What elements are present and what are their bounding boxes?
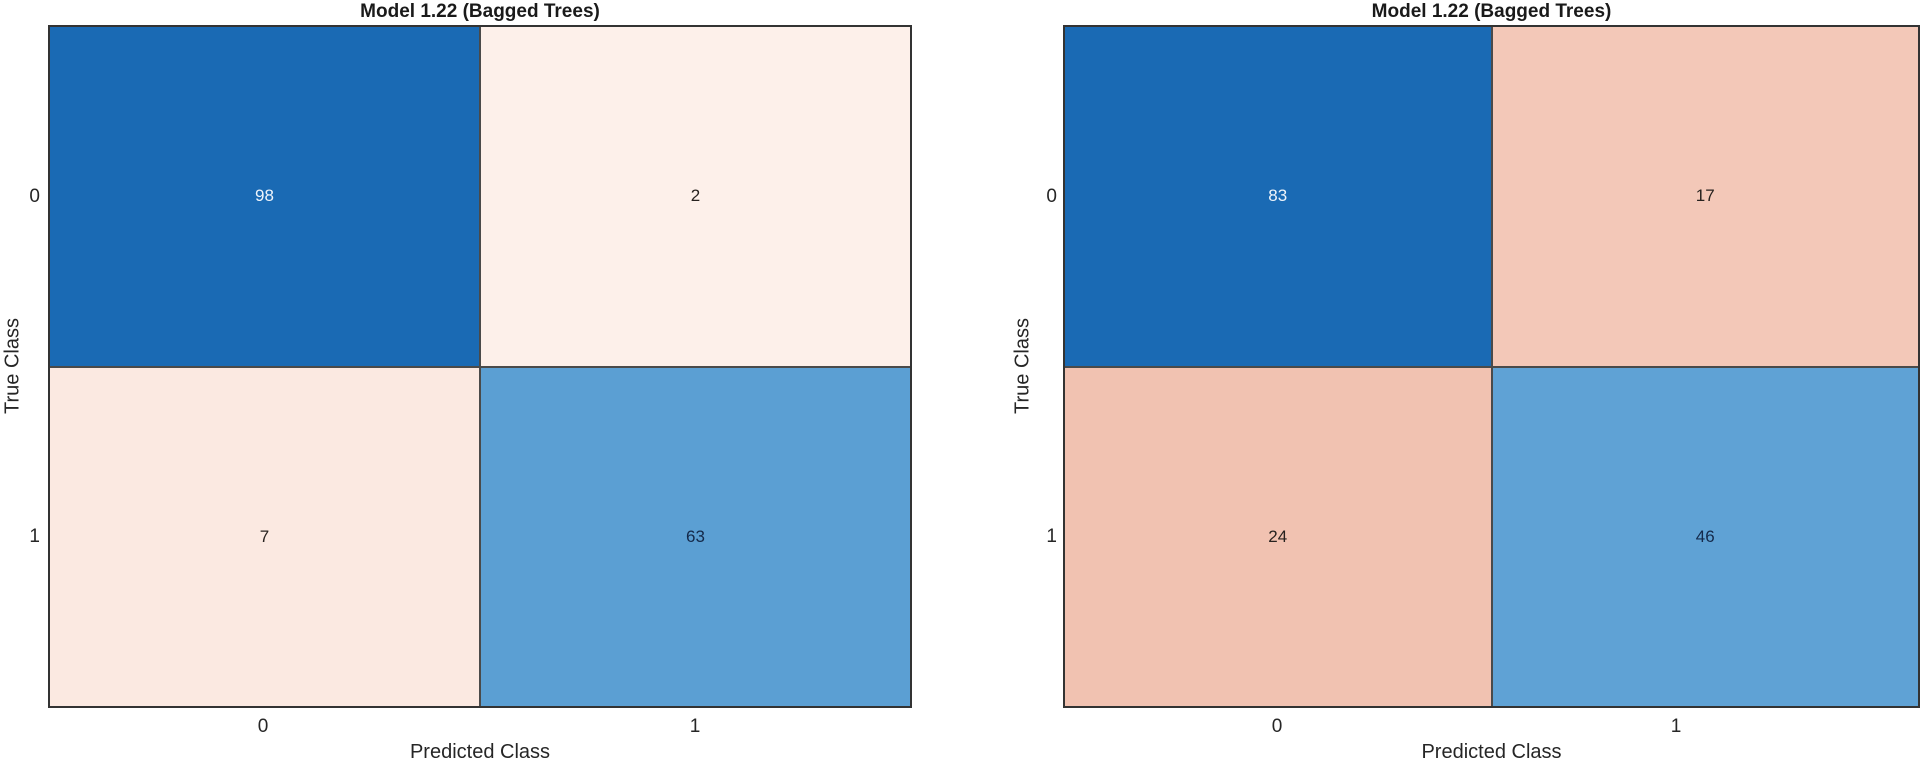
- cell-true1-pred0: 24: [1065, 367, 1491, 706]
- x-axis-label: Predicted Class: [409, 741, 551, 763]
- confusion-matrix-grid: 83 17 24 46: [1063, 25, 1920, 708]
- confusion-matrix-grid: 98 2 7 63: [48, 25, 912, 708]
- cell-true0-pred0: 83: [1065, 27, 1491, 366]
- confusion-matrix-panel-left: Model 1.22 (Bagged Trees) True Class 0 1…: [1, 1, 912, 763]
- cell-true0-pred1: 17: [1492, 27, 1918, 366]
- chart-title: Model 1.22 (Bagged Trees): [1371, 1, 1612, 22]
- x-tick-pred-0: 0: [1271, 716, 1283, 737]
- x-tick-pred-1: 1: [1670, 716, 1682, 737]
- y-axis-label: True Class: [1011, 318, 1034, 414]
- x-tick-pred-0: 0: [257, 716, 269, 737]
- cell-true1-pred1: 63: [481, 367, 910, 706]
- cell-true1-pred0: 7: [50, 367, 479, 706]
- y-axis-label: True Class: [1, 318, 24, 414]
- y-tick-true-0: 0: [29, 186, 40, 207]
- cell-true1-pred1: 46: [1492, 367, 1918, 706]
- cell-true0-pred0: 98: [50, 27, 479, 366]
- chart-title: Model 1.22 (Bagged Trees): [360, 1, 600, 22]
- y-tick-true-1: 1: [1046, 526, 1057, 547]
- y-tick-true-1: 1: [29, 526, 40, 547]
- y-tick-true-0: 0: [1046, 186, 1057, 207]
- confusion-matrix-panel-right: Model 1.22 (Bagged Trees) True Class 0 1…: [965, 0, 1930, 765]
- cell-true0-pred1: 2: [481, 27, 910, 366]
- x-tick-pred-1: 1: [689, 716, 701, 737]
- x-axis-label: Predicted Class: [1421, 741, 1562, 763]
